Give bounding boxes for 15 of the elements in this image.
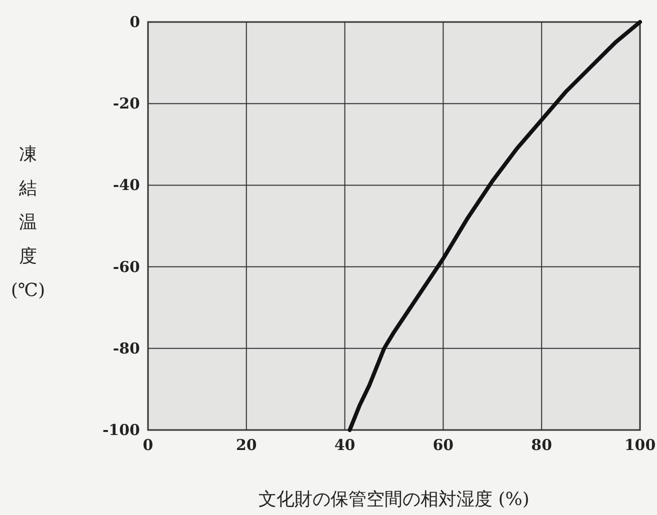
y-tick-label: -80 [112, 339, 140, 358]
y-tick-label: 0 [130, 13, 140, 31]
x-tick-label: 40 [334, 436, 356, 454]
x-tick-label: 20 [236, 436, 257, 454]
y-tick-label: -20 [112, 94, 140, 113]
x-axis-title: 文化財の保管空間の相対湿度 (%) [258, 489, 530, 510]
y-tick-label: -40 [112, 176, 140, 194]
x-tick-label: 0 [142, 436, 154, 454]
x-tick-label: 100 [624, 436, 656, 454]
y-axis-title: 凍結温度(℃) [10, 144, 46, 301]
line-series [348, 20, 642, 432]
x-tick-label: 60 [432, 436, 454, 454]
y-tick-label: -100 [102, 421, 140, 439]
y-tick-label: -60 [112, 258, 140, 276]
x-tick-label: 80 [531, 436, 552, 454]
